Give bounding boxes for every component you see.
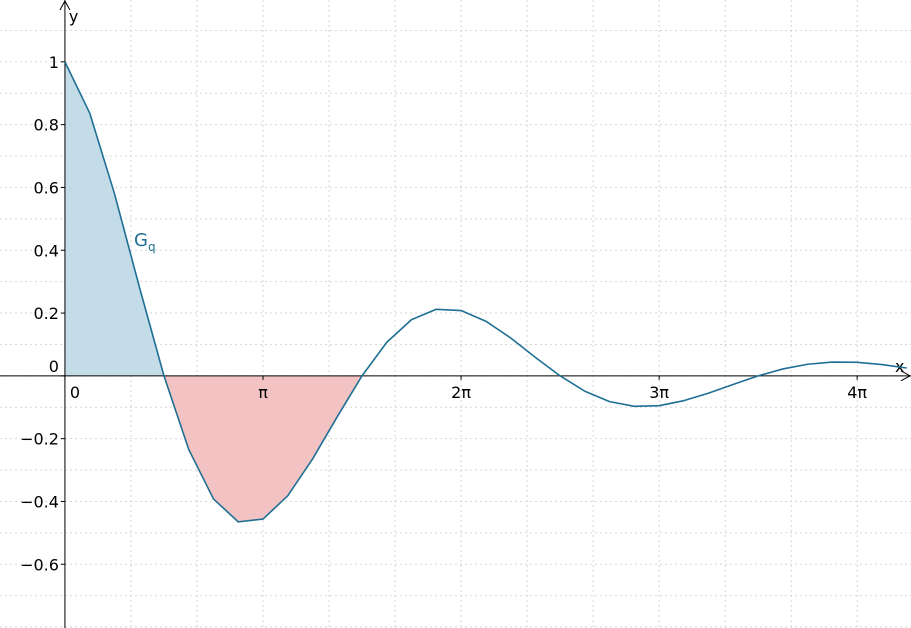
x-tick-label: π — [258, 383, 268, 402]
y-tick-label: −0.2 — [20, 430, 59, 449]
curve-label-subscript: q — [148, 240, 156, 254]
x-tick-label: 3π — [649, 383, 669, 402]
curve-label-name: G — [134, 230, 148, 251]
y-tick-label: 0.4 — [33, 241, 58, 260]
curve-label: Gq — [134, 230, 156, 254]
curve — [64, 61, 907, 523]
y-tick-label: −0.4 — [20, 492, 59, 511]
shaded-area — [163, 375, 363, 522]
y-tick-label: 0.8 — [33, 116, 58, 135]
x-tick-label: 4π — [847, 383, 867, 402]
y-axis-label: y — [69, 7, 78, 26]
y-tick-label: −0.6 — [20, 555, 59, 574]
y-axis-arrow — [59, 0, 71, 11]
y-tick-label: 1 — [49, 53, 59, 72]
y-tick-label: 0.6 — [33, 178, 58, 197]
x-tick-label: 2π — [451, 383, 471, 402]
x-axis-arrow — [900, 370, 911, 382]
shaded-area — [64, 61, 164, 376]
y-tick-label: 0 — [49, 357, 59, 376]
x-tick-label: 0 — [70, 383, 80, 402]
y-tick-label: 0.2 — [33, 304, 58, 323]
